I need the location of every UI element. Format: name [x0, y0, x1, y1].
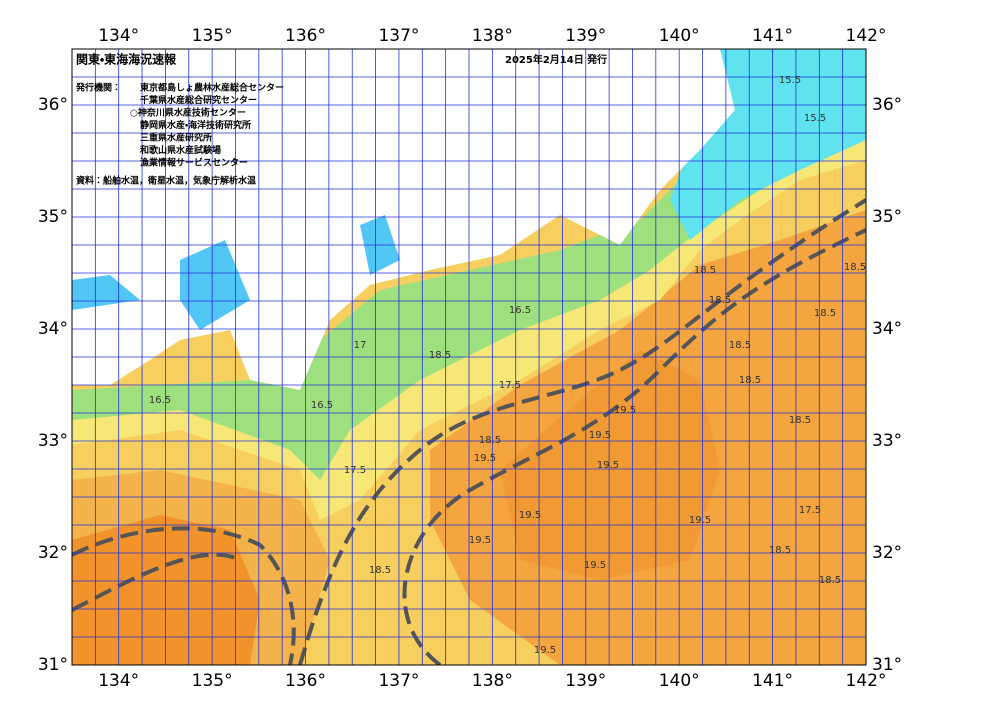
contour-label: 15.5 — [779, 75, 801, 86]
agency: 東京都島しょ農林水産総合センター — [140, 82, 284, 94]
contour-label: 18.5 — [429, 350, 451, 361]
lon-label: 134° — [98, 26, 139, 46]
lon-label: 142° — [846, 26, 887, 46]
lon-label: 137° — [378, 26, 419, 46]
lon-label: 138° — [472, 26, 513, 46]
contour-label: 16.5 — [149, 395, 171, 406]
agency: 三重県水産研究所 — [140, 132, 212, 144]
contour-label: 19.5 — [597, 460, 619, 471]
lon-label: 136° — [285, 671, 326, 691]
contour-label: 18.5 — [709, 295, 731, 306]
contour-label: 18.5 — [819, 575, 841, 586]
lat-label: 32° — [38, 543, 68, 563]
lat-label: 35° — [872, 207, 902, 227]
contour-label: 19.5 — [689, 515, 711, 526]
map-frame — [71, 48, 867, 666]
agency: ○神奈川県水産技術センター — [130, 107, 246, 119]
lon-label: 136° — [285, 26, 326, 46]
contour-label: 18.5 — [814, 308, 836, 319]
contour-label: 19.5 — [614, 405, 636, 416]
agency: 千葉県水産総合研究センター — [140, 94, 257, 106]
lon-label: 140° — [659, 26, 700, 46]
contour-label: 18.5 — [789, 415, 811, 426]
lon-label: 139° — [565, 671, 606, 691]
lon-label: 138° — [472, 671, 513, 691]
lon-label: 141° — [752, 26, 793, 46]
lat-label: 33° — [872, 431, 902, 451]
issue-date: 2025年2月14日 発行 — [505, 53, 607, 66]
lon-label: 141° — [752, 671, 793, 691]
lat-label: 31° — [872, 655, 902, 675]
contour-label: 18.5 — [769, 545, 791, 556]
contour-label: 17 — [354, 340, 367, 351]
contour-label: 19.5 — [519, 510, 541, 521]
lon-label: 140° — [659, 671, 700, 691]
contour-label: 19.5 — [474, 453, 496, 464]
lat-label: 34° — [872, 319, 902, 339]
lat-label: 35° — [38, 207, 68, 227]
contour-label: 18.5 — [694, 265, 716, 276]
lat-label: 34° — [38, 319, 68, 339]
contour-label: 18.5 — [729, 340, 751, 351]
contour-label: 16.5 — [311, 400, 333, 411]
lat-label: 32° — [872, 543, 902, 563]
lon-label: 135° — [192, 671, 233, 691]
lon-label: 139° — [565, 26, 606, 46]
contour-label: 19.5 — [469, 535, 491, 546]
lon-label: 135° — [192, 26, 233, 46]
agency: 静岡県水産・海洋技術研究所 — [140, 119, 251, 131]
contour-label: 19.5 — [589, 430, 611, 441]
lat-label: 33° — [38, 431, 68, 451]
contour-label: 18.5 — [479, 435, 501, 446]
contour-label: 19.5 — [534, 645, 556, 656]
lat-label: 31° — [38, 655, 68, 675]
lon-label: 137° — [378, 671, 419, 691]
lon-label: 142° — [846, 671, 887, 691]
lon-label: 134° — [98, 671, 139, 691]
contour-label: 18.5 — [844, 262, 866, 273]
agency: 漁業情報サービスセンター — [140, 157, 248, 169]
contour-label: 18.5 — [739, 375, 761, 386]
contour-label: 17.5 — [799, 505, 821, 516]
agencies-label: 発行機関： — [75, 82, 121, 94]
title: 関東・東海海況速報 — [76, 52, 177, 67]
source: 資料：船舶水温，衛星水温，気象庁解析水温 — [76, 175, 256, 187]
lat-label: 36° — [872, 95, 902, 115]
sea-layer: 16.5 17.5 18.5 16.5 17.5 18.5 19.5 19.5 19.5 19.5… — [72, 49, 866, 665]
contour-label: 17.5 — [499, 380, 521, 391]
contour-label: 17.5 — [344, 465, 366, 476]
contour-label: 19.5 — [584, 560, 606, 571]
lat-label: 36° — [38, 95, 68, 115]
contour-label: 18.5 — [369, 565, 391, 576]
contour-label: 16.5 — [509, 305, 531, 316]
agency: 和歌山県水産試験場 — [139, 144, 221, 156]
contour-label: 15.5 — [804, 113, 826, 124]
